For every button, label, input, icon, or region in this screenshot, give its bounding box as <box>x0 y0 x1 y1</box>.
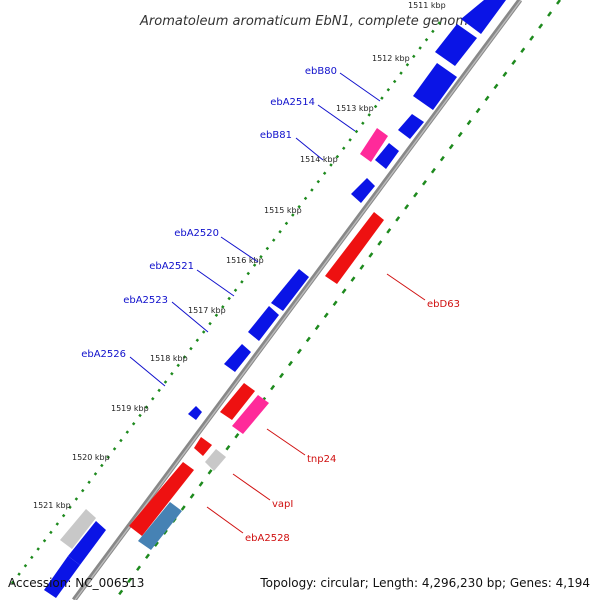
connector-tnp24 <box>266 428 306 456</box>
gene-block-ebB80[interactable] <box>413 63 457 110</box>
gene-label-ebA2528[interactable]: ebA2528 <box>245 533 290 544</box>
connector-ebB81 <box>295 137 324 161</box>
gene-block-ebA2520[interactable] <box>271 269 309 311</box>
label-connectors <box>129 72 426 534</box>
tick-label: 1514 kbp <box>300 155 338 164</box>
gene-label-ebB81[interactable]: ebB81 <box>260 130 292 141</box>
connector-ebA2521 <box>196 269 235 297</box>
gene-block-cds[interactable] <box>68 521 106 565</box>
gene-block-vapI[interactable] <box>205 449 226 471</box>
gene-label-ebA2514[interactable]: ebA2514 <box>270 97 315 108</box>
gene-block-ebA2526[interactable] <box>188 406 202 420</box>
connector-ebA2526 <box>129 356 166 387</box>
gene-block-red[interactable] <box>220 383 255 420</box>
connector-ebA2528 <box>206 506 244 534</box>
gene-block-tnp24[interactable] <box>232 395 269 434</box>
gene-label-ebA2521[interactable]: ebA2521 <box>149 261 194 272</box>
backbone-highlight <box>74 0 522 600</box>
connector-ebD63 <box>386 273 426 301</box>
gene-label-tnp24[interactable]: tnp24 <box>307 454 336 465</box>
tick-labels: 1511 kbp 1512 kbp 1513 kbp 1514 kbp 1515… <box>33 1 446 510</box>
map-title: Aromatoleum aromaticum EbN1, complete ge… <box>139 14 476 29</box>
connector-ebA2520 <box>220 236 259 263</box>
gene-block-cds[interactable] <box>375 143 399 169</box>
gene-label-ebA2520[interactable]: ebA2520 <box>174 228 219 239</box>
topology-text: Topology: circular; Length: 4,296,230 bp… <box>259 576 590 590</box>
connector-ebA2514 <box>317 104 356 132</box>
gene-block-ebA2514[interactable] <box>398 114 424 139</box>
tick-label: 1521 kbp <box>33 501 71 510</box>
gene-label-ebB80[interactable]: ebB80 <box>305 66 337 77</box>
gene-block-red[interactable] <box>194 437 212 456</box>
gene-block-cds[interactable] <box>44 556 80 598</box>
tick-label: 1520 kbp <box>72 453 110 462</box>
gene-block-grey[interactable] <box>60 509 96 549</box>
tick-label: 1517 kbp <box>188 306 226 315</box>
outer-dotted-track <box>9 21 441 587</box>
gene-block-cds[interactable] <box>435 24 477 66</box>
gene-label-ebD63[interactable]: ebD63 <box>427 299 460 310</box>
genome-backbone <box>71 0 523 600</box>
tick-label: 1511 kbp <box>408 1 446 10</box>
accession-text: Accession: NC_006513 <box>8 576 144 590</box>
gene-block-ebA2523[interactable] <box>224 344 251 372</box>
connector-vapI <box>232 473 271 501</box>
gene-block-cds[interactable] <box>461 0 506 34</box>
gene-block-ebD63[interactable] <box>325 212 384 284</box>
tick-label: 1518 kbp <box>150 354 188 363</box>
tick-label: 1519 kbp <box>111 404 149 413</box>
gene-block-cds[interactable] <box>351 178 375 203</box>
connector-ebB80 <box>339 72 381 102</box>
gene-label-ebA2523[interactable]: ebA2523 <box>123 295 168 306</box>
gene-block-red[interactable] <box>129 462 194 536</box>
gene-block-ebA2521[interactable] <box>248 306 279 341</box>
tick-label: 1515 kbp <box>264 206 302 215</box>
reverse-genes <box>129 212 384 550</box>
gene-block-ebB81[interactable] <box>360 128 388 162</box>
tick-label: 1516 kbp <box>226 256 264 265</box>
tick-label: 1512 kbp <box>372 54 410 63</box>
gene-block-ebA2528[interactable] <box>138 502 182 550</box>
connector-ebA2523 <box>171 301 209 333</box>
gene-label-vapI[interactable]: vapI <box>272 499 293 510</box>
gene-label-ebA2526[interactable]: ebA2526 <box>81 349 126 360</box>
gene-labels: ebB80 ebA2514 ebB81 ebA2520 ebA2521 ebA2… <box>81 66 460 544</box>
inner-dashed-track <box>116 0 562 597</box>
forward-genes <box>44 0 506 598</box>
tick-label: 1513 kbp <box>336 104 374 113</box>
